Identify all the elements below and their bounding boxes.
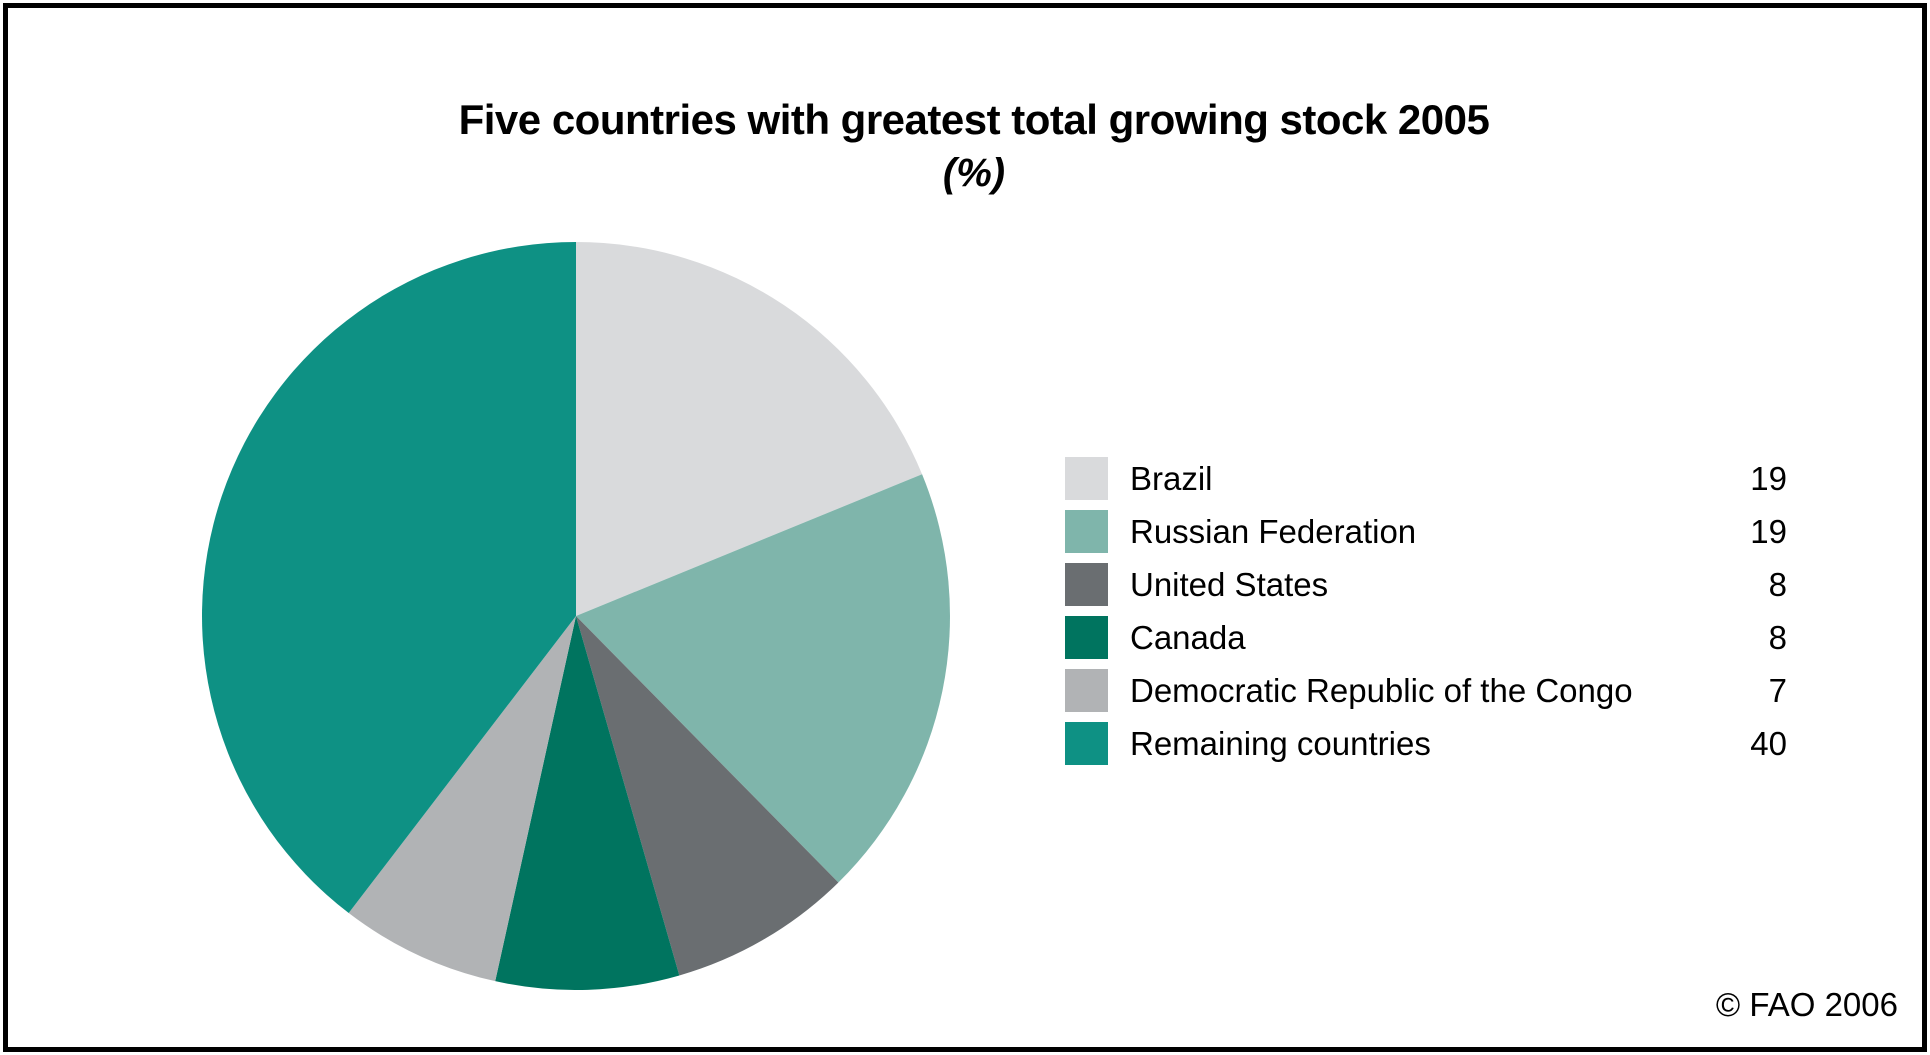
legend-label: Brazil: [1130, 460, 1213, 497]
pie-slice: [576, 616, 839, 976]
legend-value: 8: [1768, 619, 1787, 656]
legend-label: Democratic Republic of the Congo: [1130, 672, 1633, 709]
pie-slice: [202, 242, 576, 914]
legend-label: Russian Federation: [1130, 513, 1417, 550]
legend-row-dr-congo: Democratic Republic of the Congo 7: [1065, 664, 1787, 717]
pie-slice: [576, 242, 923, 616]
pie-slice: [576, 474, 950, 883]
legend-row-remaining-countries: Remaining countries 40: [1065, 717, 1787, 770]
legend-swatch-united-states: [1065, 563, 1108, 606]
legend: Brazil 19 Russian Federation 19 United S…: [1065, 452, 1787, 770]
pie-chart: [202, 242, 950, 990]
legend-value: 19: [1750, 460, 1787, 497]
legend-row-brazil: Brazil 19: [1065, 452, 1787, 505]
title-block: Five countries with greatest total growi…: [18, 96, 1930, 196]
pie-slice: [495, 616, 680, 990]
legend-value: 19: [1750, 513, 1787, 550]
legend-swatch-remaining-countries: [1065, 722, 1108, 765]
legend-label: Remaining countries: [1130, 725, 1431, 762]
legend-value: 7: [1768, 672, 1787, 709]
legend-swatch-dr-congo: [1065, 669, 1108, 712]
legend-row-united-states: United States 8: [1065, 558, 1787, 611]
legend-value: 8: [1768, 566, 1787, 603]
pie-slice: [348, 616, 576, 982]
chart-border-frame: [3, 3, 1927, 1052]
legend-row-russian-federation: Russian Federation 19: [1065, 505, 1787, 558]
legend-row-canada: Canada 8: [1065, 611, 1787, 664]
legend-value: 40: [1750, 725, 1787, 762]
legend-swatch-canada: [1065, 616, 1108, 659]
chart-title: Five countries with greatest total growi…: [458, 96, 1490, 143]
copyright-credit: © FAO 2006: [1715, 986, 1898, 1023]
legend-label: United States: [1130, 566, 1329, 603]
chart-subtitle: (%): [942, 151, 1006, 195]
legend-swatch-brazil: [1065, 457, 1108, 500]
legend-swatch-russian-federation: [1065, 510, 1108, 553]
legend-label: Canada: [1130, 619, 1246, 656]
